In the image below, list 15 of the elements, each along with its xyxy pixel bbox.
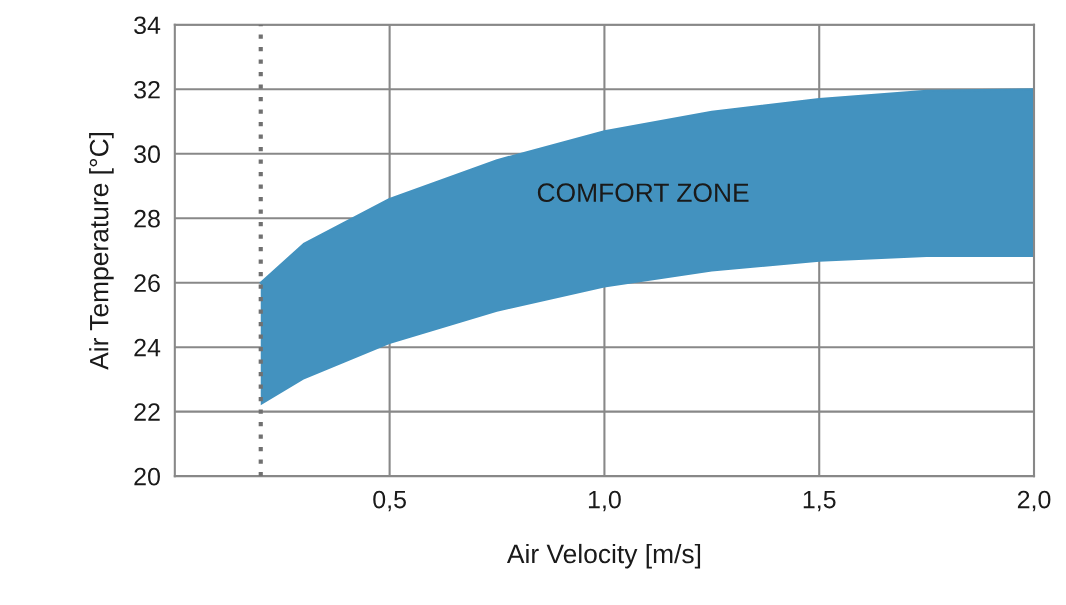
x-axis-title: Air Velocity [m/s] (506, 543, 701, 569)
y-tick-label: 20 (134, 467, 160, 486)
y-tick-label: 30 (134, 145, 160, 164)
x-tick-label: 2,0 (1017, 490, 1051, 512)
x-tick-label: 1,0 (588, 490, 621, 512)
y-tick-label: 32 (134, 80, 160, 99)
y-tick-label: 26 (134, 274, 160, 293)
x-tick-label: 0,5 (373, 490, 406, 512)
y-tick-label: 34 (134, 16, 161, 35)
y-tick-label: 22 (134, 403, 160, 421)
y-tick-label: 24 (134, 338, 161, 357)
y-axis-title: Air Temperature [°C] (89, 132, 114, 370)
y-tick-label: 28 (134, 209, 160, 228)
annotation: COMFORT ZONE (537, 183, 749, 203)
x-tick-label: 1,5 (803, 490, 836, 512)
